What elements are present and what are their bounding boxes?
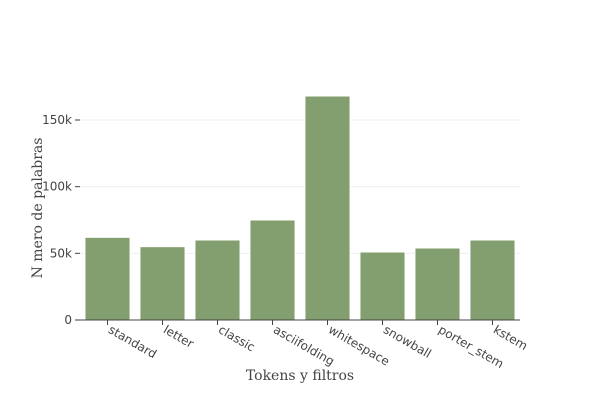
bar-snowball: [359, 251, 406, 321]
x-tick-label: asciifolding: [271, 322, 337, 368]
x-tick-label: standard: [106, 322, 159, 361]
y-tick-label: 150k: [42, 113, 72, 127]
x-tick-label: letter: [161, 322, 196, 350]
bar-standard: [84, 236, 131, 321]
y-tick-label: 50k: [50, 246, 72, 260]
y-tick-label: 0: [64, 313, 72, 327]
bar-asciifolding: [249, 219, 296, 321]
x-axis-ticks: standard letter classic asciifoldingwhitesp…: [106, 320, 530, 371]
x-axis-title: Tokens y filtros: [246, 368, 354, 384]
y-tick-label: 100k: [42, 180, 72, 194]
x-tick-label: whitespace: [326, 322, 392, 368]
bars: [84, 95, 516, 321]
bar-classic: [194, 239, 241, 321]
bar-kstem: [469, 239, 516, 321]
bar-letter: [139, 246, 186, 321]
bar-porter-stem: [414, 247, 461, 321]
bar-whitespace: [304, 95, 351, 321]
x-tick-label: kstem: [491, 322, 530, 353]
grid-lines: [80, 119, 520, 254]
y-axis-ticks: 0 50k 100k 150k: [42, 113, 80, 327]
x-tick-label: classic: [216, 322, 257, 354]
y-axis-title: N mero de palabras: [30, 138, 46, 279]
